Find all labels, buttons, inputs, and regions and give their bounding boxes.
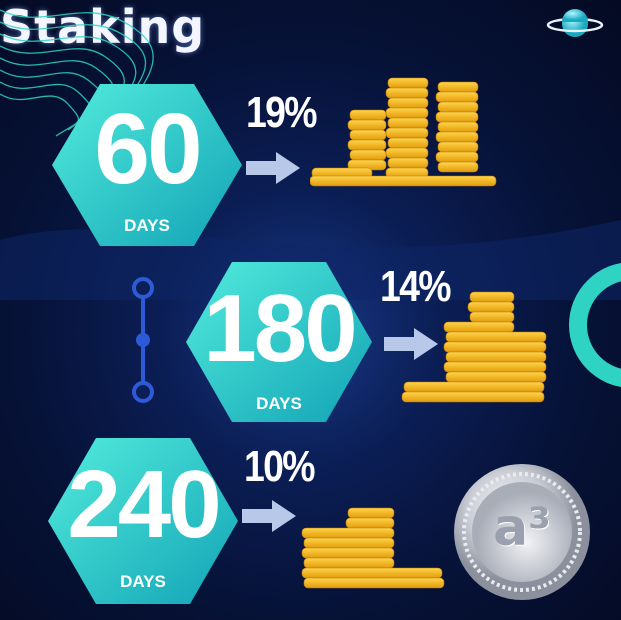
gold-coins-icon [401,291,547,403]
tier-days-label: DAYS [124,216,170,235]
gold-coins-icon [301,507,445,589]
tier-rate: 14% [380,262,451,311]
tier-rate: 19% [246,88,317,137]
timeline-icon [132,277,154,403]
tier-days-value: 180 [203,275,357,382]
tier-rate: 10% [244,442,315,491]
planet-icon [546,9,604,37]
tier-days-value: 240 [67,451,221,558]
tier-180-hexagon: 180 DAYS [186,262,372,422]
tier-60-hexagon: 60 DAYS [52,84,242,246]
tier-240-hexagon: 240 DAYS [48,438,238,604]
gold-coins-icon [310,77,497,187]
ring-decoration [569,262,621,388]
arrow-right-icon [384,328,438,360]
tier-days-label: DAYS [120,572,166,591]
page-title: Staking [0,0,206,54]
tier-days-label: DAYS [256,394,302,413]
arrow-right-icon [246,152,300,184]
coin-logo-text: a³ [493,498,551,558]
tier-days-value: 60 [94,93,202,205]
silver-coin-icon: a³ [452,462,592,602]
wave-lines-decoration [0,9,154,137]
arrow-right-icon [242,500,296,532]
